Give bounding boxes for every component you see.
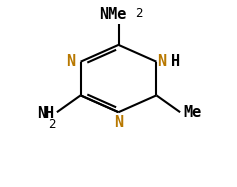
Text: Me: Me (183, 105, 201, 120)
Text: N: N (37, 106, 46, 121)
Text: 2: 2 (136, 7, 143, 20)
Text: 2: 2 (48, 118, 56, 131)
Text: N: N (157, 54, 166, 69)
Text: NMe: NMe (100, 7, 127, 22)
Text: H: H (45, 106, 54, 121)
Text: H: H (171, 54, 180, 69)
Text: N: N (66, 54, 75, 69)
Text: N: N (114, 115, 123, 130)
